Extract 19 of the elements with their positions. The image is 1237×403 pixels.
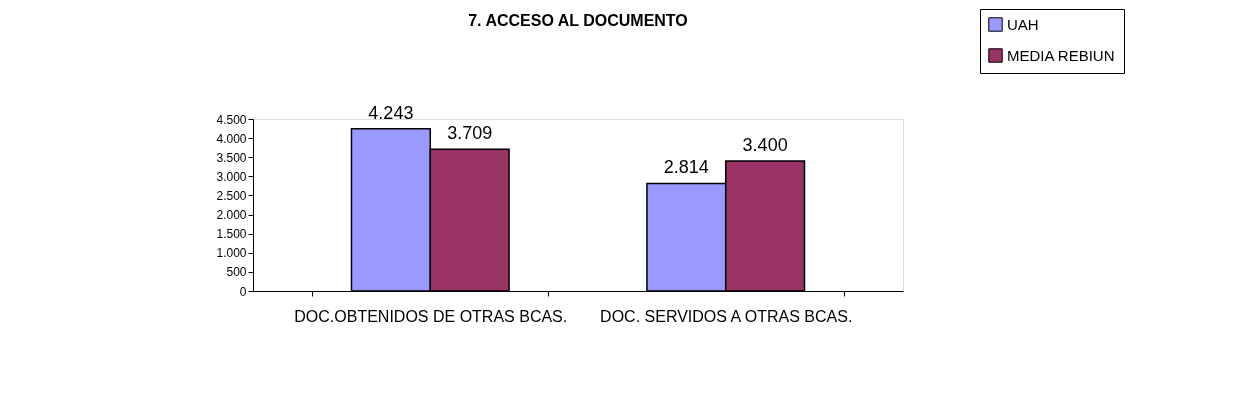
legend-label: MEDIA REBIUN	[1007, 46, 1115, 64]
y-tick-label: 3.500	[216, 150, 247, 165]
data-label: 4.243	[368, 102, 414, 123]
legend-label: UAH	[1007, 15, 1039, 33]
y-tick-label: 2.000	[216, 208, 247, 223]
y-tick-label: 2.500	[216, 188, 247, 203]
y-tick-label: 0	[239, 284, 247, 299]
data-label: 3.709	[447, 123, 493, 144]
y-tick-label: 500	[226, 265, 247, 280]
y-tick-label: 4.500	[216, 112, 247, 127]
x-tick-label: DOC. SERVIDOS A OTRAS BCAS.	[600, 307, 853, 325]
y-tick-label: 4.000	[216, 131, 247, 146]
chart-title: 7. ACCESO AL DOCUMENTO	[468, 11, 688, 29]
y-tick-label: 1.500	[216, 227, 247, 242]
y-tick-label: 1.000	[216, 246, 247, 261]
data-label: 3.400	[742, 135, 788, 156]
y-tick-label: 3.000	[216, 169, 247, 184]
x-tick-label: DOC.OBTENIDOS DE OTRAS BCAS.	[294, 307, 568, 325]
data-label: 2.814	[663, 157, 709, 178]
